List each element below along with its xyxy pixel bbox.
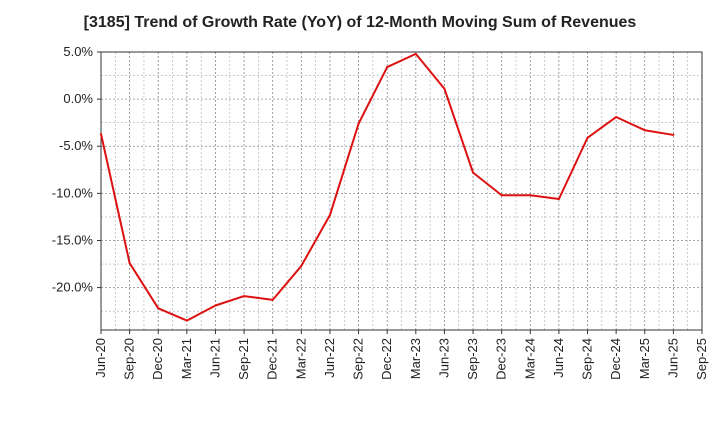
axes: 5.0% 0.0% -5.0% -10.0% -15.0% -20.0% Jun-20 Sep… (52, 44, 709, 380)
data-point (414, 52, 417, 55)
x-tick-label: Dec-21 (265, 338, 280, 380)
x-tick-label: Jun-25 (665, 338, 680, 378)
y-tick-label: -15.0% (52, 232, 94, 247)
x-tick-label: Mar-25 (637, 338, 652, 379)
x-tick-label: Jun-22 (322, 338, 337, 378)
y-tick-label: 0.0% (63, 91, 93, 106)
x-tick-label: Mar-22 (293, 338, 308, 379)
data-point (615, 116, 618, 119)
y-tick-label: -20.0% (52, 280, 94, 295)
x-tick-label: Jun-23 (436, 338, 451, 378)
x-tick-label: Dec-24 (608, 338, 623, 380)
chart-title: [3185] Trend of Growth Rate (YoY) of 12-… (83, 14, 637, 31)
y-tick-label: 5.0% (63, 44, 93, 59)
x-tick-label: Jun-20 (93, 338, 108, 378)
data-point (128, 262, 131, 265)
data-point (643, 129, 646, 132)
data-point (271, 298, 274, 301)
data-point (100, 132, 102, 135)
data-point (328, 214, 331, 217)
x-tick-label: Mar-24 (522, 338, 537, 379)
data-point (443, 87, 446, 90)
data-point (386, 66, 389, 69)
y-tick-label: -5.0% (59, 138, 93, 153)
x-tick-label: Sep-23 (465, 338, 480, 380)
data-point (672, 133, 675, 136)
data-point (529, 194, 532, 197)
data-point (243, 295, 246, 298)
data-point (500, 194, 503, 197)
y-tick-label: -10.0% (52, 185, 94, 200)
x-tick-label: Sep-24 (580, 338, 595, 380)
data-point (157, 307, 160, 310)
data-point (357, 122, 360, 125)
series (100, 52, 675, 322)
x-tick-label: Dec-20 (150, 338, 165, 380)
data-point (586, 136, 589, 139)
x-tick-label: Sep-21 (236, 338, 251, 380)
data-point (300, 264, 303, 267)
x-tick-label: Mar-21 (179, 338, 194, 379)
grid (100, 51, 703, 330)
x-tick-label: Sep-25 (694, 338, 709, 380)
data-point (214, 304, 217, 307)
x-tick-label: Jun-24 (551, 338, 566, 378)
x-tick-label: Dec-23 (494, 338, 509, 380)
data-point (472, 171, 475, 174)
plot-frame (100, 51, 703, 331)
x-tick-label: Dec-22 (379, 338, 394, 380)
x-tick-label: Sep-20 (122, 338, 137, 380)
data-point (557, 198, 560, 201)
data-point (185, 319, 188, 322)
x-tick-label: Mar-23 (408, 338, 423, 379)
x-tick-label: Sep-22 (351, 338, 366, 380)
x-tick-label: Jun-21 (207, 338, 222, 378)
